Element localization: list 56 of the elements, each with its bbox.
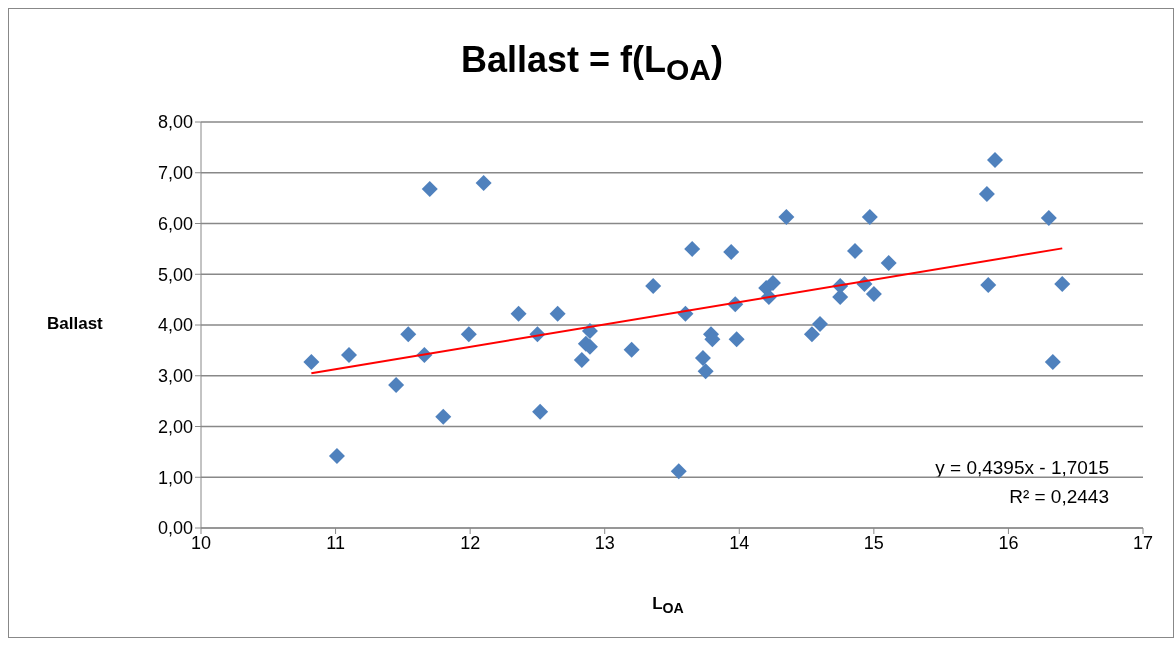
chart-title: Ballast = f(L$_{OA}$) (459, 39, 725, 88)
y-tick-label: 3,00 (157, 366, 193, 387)
point (400, 326, 417, 343)
x-tick-label: 14 (729, 532, 750, 553)
point (728, 331, 745, 348)
x-tick-label: 16 (998, 532, 1019, 553)
x-tick-label: 17 (1132, 532, 1154, 553)
point (645, 277, 662, 294)
point (697, 363, 714, 380)
annotation: R² = 0,2443 (1008, 485, 1109, 509)
point (723, 243, 740, 260)
x-tick-label: 15 (863, 532, 884, 553)
point (388, 376, 405, 393)
point (1054, 275, 1071, 292)
point (978, 186, 995, 203)
y-tick-label: 7,00 (157, 163, 193, 184)
point (861, 208, 878, 225)
y-tick-label: 0,00 (157, 518, 193, 539)
point (341, 346, 358, 363)
point (986, 152, 1003, 169)
x-axis-title: L$_{OA}$ (651, 594, 685, 617)
point (328, 447, 345, 464)
point (980, 276, 997, 293)
point (880, 255, 897, 272)
point (475, 174, 492, 191)
point (865, 286, 882, 303)
y-tick-label: 8,00 (157, 112, 193, 133)
point (670, 463, 687, 480)
point (1040, 209, 1057, 226)
point (694, 349, 711, 366)
y-tick-label: 5,00 (157, 264, 193, 285)
point (812, 315, 829, 332)
x-tick-label: 10 (190, 532, 212, 553)
point (832, 289, 849, 306)
point (421, 180, 438, 197)
point (460, 326, 477, 343)
point (623, 341, 640, 358)
y-tick-label: 4,00 (157, 315, 193, 336)
y-axis-title: Ballast (47, 314, 103, 334)
point (549, 305, 566, 322)
point (684, 240, 701, 257)
x-tick-label: 13 (594, 532, 615, 553)
x-tick-label: 11 (326, 532, 345, 553)
point (803, 326, 820, 343)
y-tick-label: 6,00 (157, 213, 193, 234)
y-tick-label: 1,00 (157, 467, 193, 488)
x-tick-label: 12 (460, 532, 481, 553)
point (778, 208, 795, 225)
point (1044, 354, 1061, 371)
point (435, 408, 452, 425)
point (573, 352, 590, 369)
point (532, 403, 549, 420)
point (303, 354, 320, 371)
y-tick-label: 2,00 (157, 416, 193, 437)
point (847, 242, 864, 259)
point (510, 305, 527, 322)
